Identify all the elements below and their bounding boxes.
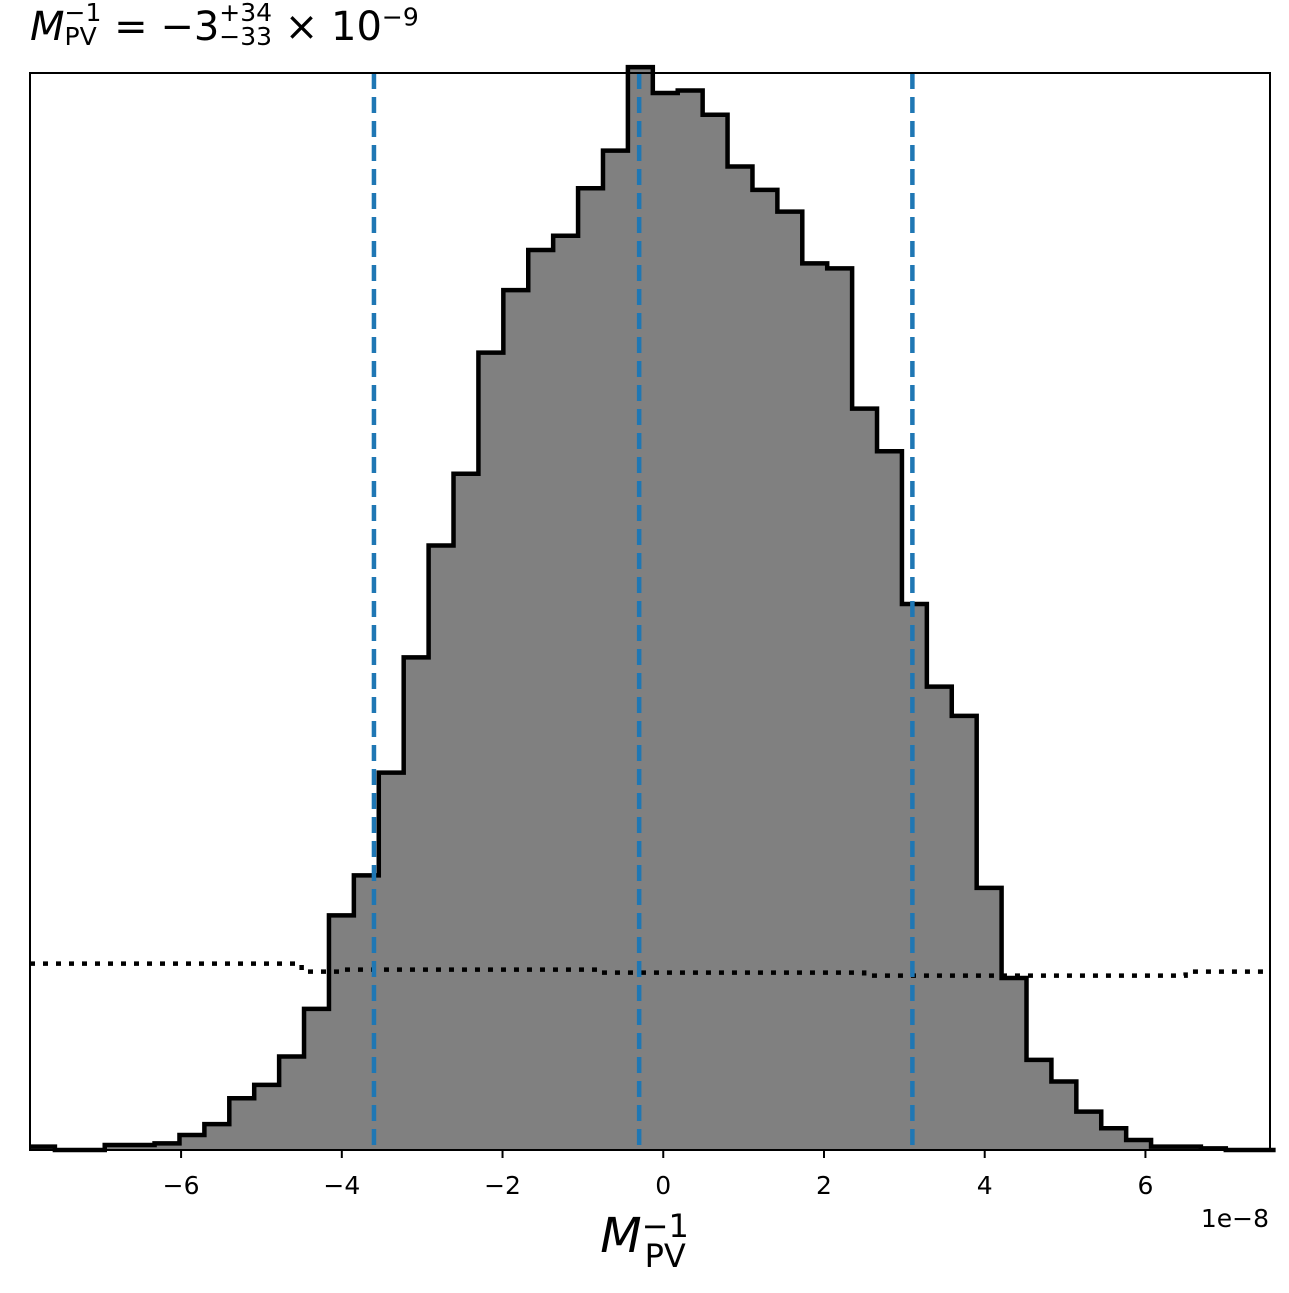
histogram-bar [1026, 1059, 1052, 1150]
title-symbol-scripts: −1 PV [64, 0, 102, 51]
histogram-bar [1051, 1081, 1077, 1150]
x-axis-label: M −1 PV [0, 1207, 1289, 1275]
histogram-bar [403, 657, 430, 1150]
histogram-bar [1001, 978, 1028, 1150]
histogram-bar [204, 1124, 230, 1150]
title-symbol: M [30, 4, 65, 50]
x-tick-label: −4 [323, 1171, 360, 1200]
histogram-bar [104, 1144, 131, 1150]
histogram-bar [877, 451, 903, 1150]
histogram-bar [478, 352, 504, 1150]
x-tick-label: 4 [977, 1171, 993, 1200]
xlabel-superscript: −1 [641, 1207, 689, 1245]
title-errors: +34 −33 [219, 0, 273, 51]
xlabel-scripts: −1 PV [641, 1207, 689, 1275]
histogram-bar [702, 114, 729, 1151]
xlabel-symbol: M [600, 1208, 642, 1264]
histogram-bar [852, 408, 878, 1150]
histogram-bar [154, 1143, 180, 1150]
histogram-bar [229, 1098, 255, 1150]
histogram-outline [30, 64, 1276, 1153]
histogram-bar [553, 235, 579, 1151]
title-plus-error: +34 [219, 0, 273, 27]
histogram-bar [727, 166, 753, 1151]
title-multiplier-exponent: −9 [381, 2, 419, 32]
histogram-bar [254, 1084, 280, 1150]
histogram-bar [428, 545, 455, 1150]
histogram-bar [802, 263, 828, 1150]
xlabel-subscript: PV [644, 1237, 686, 1275]
histogram-bar [179, 1134, 205, 1150]
histogram-bar [304, 1008, 330, 1150]
x-tick-label: −6 [163, 1171, 200, 1200]
histogram-bar [578, 188, 604, 1150]
histogram-bar [602, 150, 629, 1151]
histogram-bars [30, 67, 1227, 1151]
histogram-bar [328, 915, 355, 1150]
x-tick-label: 6 [1137, 1171, 1153, 1200]
prior-dotted-line [30, 961, 1270, 978]
histogram-bar [528, 249, 554, 1150]
histogram-bar [901, 603, 928, 1150]
x-tick-label: 2 [816, 1171, 832, 1200]
title-minus-error: −33 [219, 22, 273, 51]
histogram-bar [1101, 1128, 1127, 1150]
histogram-bar [279, 1056, 305, 1150]
histogram-bar [1076, 1111, 1102, 1150]
histogram-bar [129, 1144, 156, 1150]
histogram-bar [926, 686, 953, 1150]
histogram-bar [378, 772, 405, 1150]
histogram-bar [827, 268, 853, 1150]
axes-frame [29, 72, 1271, 1151]
histogram-bar [503, 290, 529, 1150]
title-value: −3 [160, 4, 220, 50]
x-tick-label: −2 [484, 1171, 521, 1200]
chart-title: M −1 PV = −3 +34 −33 × 10−9 [30, 0, 419, 64]
histogram-bar [951, 715, 978, 1150]
histogram-bar [677, 90, 704, 1150]
histogram-bar [652, 93, 679, 1150]
histogram-bar [777, 211, 803, 1150]
x-axis-offset-label: 1e−8 [1200, 1204, 1269, 1233]
x-tick-label: 0 [655, 1171, 671, 1200]
title-subscript: PV [64, 22, 97, 51]
title-superscript: −1 [64, 0, 102, 27]
histogram-bar [1126, 1139, 1152, 1150]
quantile-lines [371, 73, 915, 1150]
histogram-bar [453, 473, 479, 1151]
histogram-bar [976, 887, 1003, 1150]
histogram-bar [752, 189, 778, 1150]
title-multiplier: × 10 [284, 4, 382, 50]
title-equals: = [114, 4, 148, 50]
x-axis-ticks: −6 −4 −2 0 2 4 6 [163, 1150, 1153, 1200]
